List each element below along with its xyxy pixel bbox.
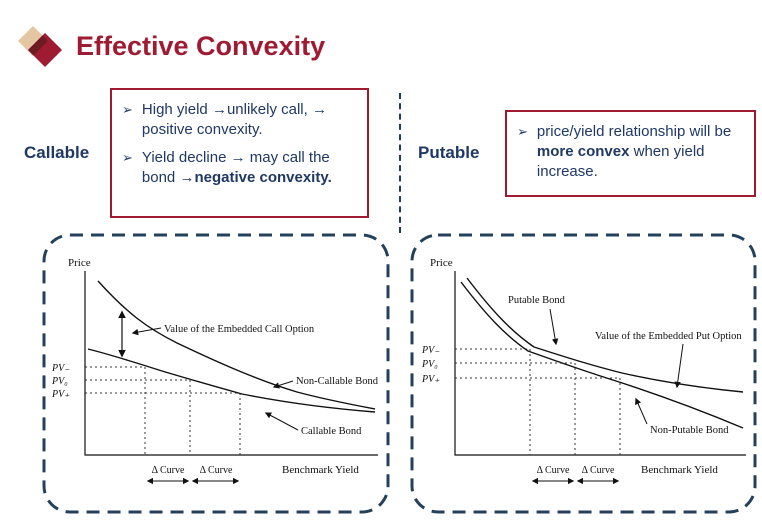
- putable-bond-curve: [466, 277, 744, 393]
- callable-annotation-arrow: [264, 412, 299, 431]
- non-putable-bond-curve: [460, 281, 744, 429]
- pv-zero-label: PV₀: [421, 359, 438, 370]
- non-putable-annotation: Non-Putable Bond: [650, 425, 729, 436]
- arrow-bullet-icon: ➢: [122, 150, 133, 166]
- slide-header: Effective Convexity: [14, 24, 325, 68]
- non-callable-annotation: Non-Callable Bond: [296, 376, 379, 387]
- pv-plus-label: PV₊: [51, 389, 70, 400]
- y-axis-label: Price: [430, 257, 453, 269]
- call-option-annotation: Value of the Embedded Call Option: [164, 324, 315, 335]
- put-option-annotation: Value of the Embedded Put Option: [595, 331, 742, 342]
- putable-chart: Price Putable Bond Value of the Embedded…: [410, 233, 757, 514]
- callable-bond-curve: [87, 348, 376, 413]
- axes: [84, 271, 378, 456]
- page-title: Effective Convexity: [76, 30, 326, 61]
- putable-chart-panel: Price Putable Bond Value of the Embedded…: [410, 233, 757, 514]
- putable-bullet-1: ➢ price/yield relationship will be more …: [517, 122, 746, 182]
- x-axis-label: Benchmark Yield: [282, 464, 359, 476]
- delta-curve-label-2: Δ Curve: [200, 465, 233, 476]
- callable-label: Callable: [24, 143, 90, 162]
- delta-curve-label-1: Δ Curve: [537, 465, 570, 476]
- x-axis-label: Benchmark Yield: [641, 464, 718, 476]
- axes: [454, 271, 746, 456]
- diamond-logo-icon: [18, 26, 62, 67]
- callable-bullet-1: ➢ High yield →unlikely call, → positive …: [122, 100, 359, 140]
- dotted-guides: [455, 348, 621, 455]
- y-axis-label: Price: [68, 257, 91, 269]
- section-divider: [399, 93, 401, 233]
- callable-chart: Price Value of the Embedded Call Option …: [42, 233, 390, 514]
- put-option-annotation-arrow: [674, 343, 684, 389]
- non-putable-annotation-arrow: [635, 397, 648, 425]
- dashed-frame: [410, 233, 757, 514]
- putable-annotation-arrow: [549, 308, 559, 346]
- putable-bullet-1-text: price/yield relationship will be more co…: [536, 123, 732, 181]
- putable-note-box: ➢ price/yield relationship will be more …: [505, 110, 756, 197]
- callable-bullet-2-text: Yield decline → may call the bond →negat…: [141, 149, 332, 187]
- dotted-guides: [85, 366, 241, 455]
- callable-annotation: Callable Bond: [301, 426, 362, 437]
- delta-curve-label-1: Δ Curve: [152, 465, 185, 476]
- callable-bullet-1-text: High yield →unlikely call, → positive co…: [141, 101, 327, 139]
- arrow-bullet-icon: ➢: [517, 124, 528, 139]
- arrow-bullet-icon: ➢: [122, 102, 133, 117]
- pv-minus-label: PV₋: [51, 363, 70, 374]
- call-option-annotation-arrow: [131, 327, 162, 336]
- putable-label: Putable: [418, 143, 480, 162]
- non-callable-bond-curve: [97, 280, 376, 410]
- callable-bullet-2: ➢ Yield decline → may call the bond →neg…: [122, 148, 359, 188]
- pv-zero-label: PV₀: [51, 376, 68, 387]
- putable-annotation: Putable Bond: [508, 295, 566, 306]
- pv-minus-label: PV₋: [421, 345, 440, 356]
- dashed-frame: [42, 233, 390, 514]
- callable-chart-panel: Price Value of the Embedded Call Option …: [42, 233, 390, 514]
- non-callable-annotation-arrow: [272, 380, 294, 389]
- delta-curve-label-2: Δ Curve: [582, 465, 615, 476]
- pv-plus-label: PV₊: [421, 374, 440, 385]
- callable-note-box: ➢ High yield →unlikely call, → positive …: [110, 88, 369, 218]
